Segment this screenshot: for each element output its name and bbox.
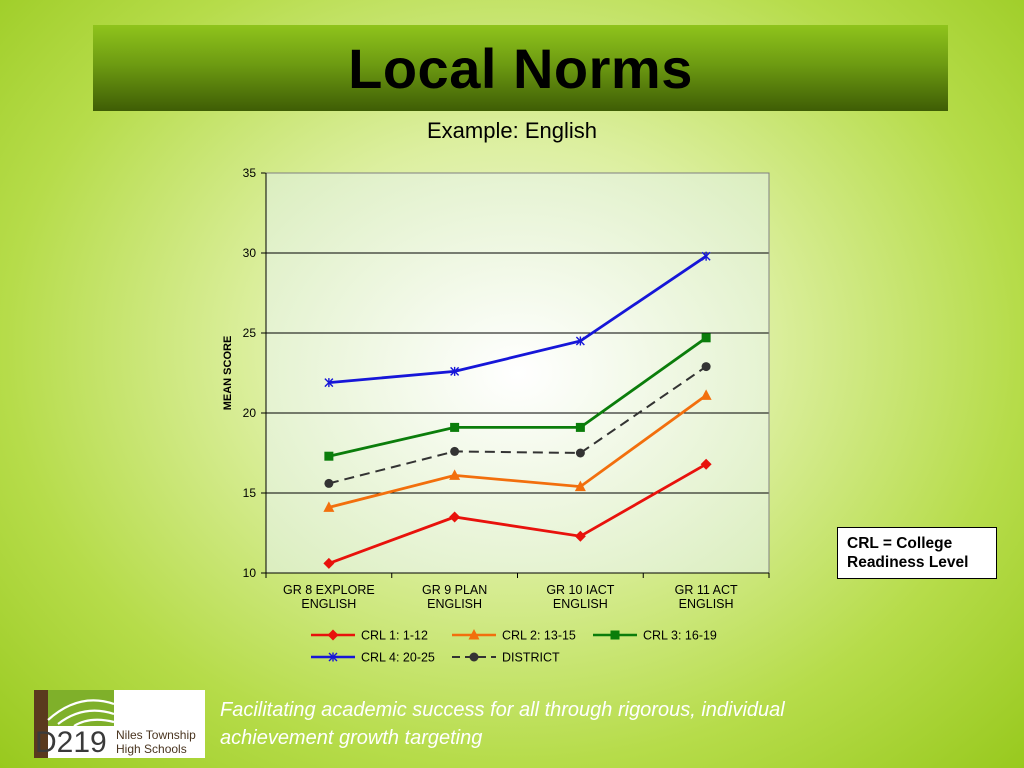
legend-label: DISTRICT (502, 651, 560, 665)
footer-tagline: Facilitating academic success for all th… (220, 696, 910, 752)
y-tick-label: 20 (243, 406, 257, 420)
data-point (328, 652, 338, 662)
data-point (574, 530, 586, 542)
page-title: Local Norms (348, 36, 693, 100)
district-logo: D219 Niles Township High Schools (34, 690, 205, 759)
y-axis-title: MEAN SCORE (222, 336, 234, 411)
y-tick-label: 15 (243, 486, 257, 500)
data-point (610, 630, 620, 640)
x-category-label: ENGLISH (679, 597, 734, 611)
data-point (575, 422, 585, 432)
series-line (328, 394, 707, 509)
data-point (323, 557, 335, 569)
crl-note-box: CRL = College Readiness Level (837, 527, 997, 579)
y-tick-label: 30 (243, 246, 257, 260)
logo-name-line1: Niles Township (116, 728, 196, 742)
logo-mark: D219 (35, 726, 107, 758)
chart-subtitle: Example: English (427, 118, 597, 143)
x-category-label: ENGLISH (301, 597, 356, 611)
x-category-label: ENGLISH (427, 597, 482, 611)
data-point (700, 458, 712, 470)
legend-label: CRL 2: 13-15 (502, 629, 576, 643)
data-point (701, 333, 711, 343)
data-point (701, 251, 711, 261)
data-point (324, 451, 334, 461)
x-category-label: GR 9 PLAN (422, 583, 487, 597)
x-category-label: GR 10 IACT (546, 583, 614, 597)
data-point (450, 366, 460, 376)
legend-entry: CRL 2: 13-15 (452, 629, 576, 643)
data-point (449, 511, 461, 523)
data-point (449, 469, 461, 480)
title-bar: Local Norms (93, 25, 948, 111)
footer-line2: achievement growth targeting (220, 727, 483, 749)
data-point (701, 362, 711, 372)
legend-entry: CRL 3: 16-19 (593, 629, 717, 643)
logo-arcs (47, 699, 115, 727)
data-point (469, 652, 479, 662)
series-crl-2-13-15 (323, 389, 712, 512)
data-point (575, 336, 585, 346)
x-category-label: GR 8 EXPLORE (283, 583, 375, 597)
data-point (327, 629, 339, 641)
data-point (468, 629, 480, 640)
series-line (328, 255, 707, 384)
legend-label: CRL 4: 20-25 (361, 651, 435, 665)
legend-label: CRL 3: 16-19 (643, 629, 717, 643)
logo-name-line2: High Schools (116, 742, 187, 756)
legend-label: CRL 1: 1-12 (361, 629, 428, 643)
legend-entry: DISTRICT (452, 651, 560, 665)
y-tick-label: 10 (243, 566, 257, 580)
data-point (450, 422, 460, 432)
crl-note-line2: Readiness Level (847, 554, 969, 571)
series-crl-3-16-19 (324, 333, 711, 461)
data-point (575, 448, 585, 458)
data-point (323, 501, 335, 512)
series-line (328, 462, 707, 565)
data-point (574, 480, 586, 492)
series-crl-4-20-25 (324, 251, 711, 388)
x-category-label: GR 11 ACT (675, 583, 738, 597)
legend-entry: CRL 4: 20-25 (311, 651, 435, 665)
footer-line1: Facilitating academic success for all th… (220, 699, 785, 721)
x-category-label: ENGLISH (553, 597, 608, 611)
legend-entry: CRL 1: 1-12 (311, 629, 428, 643)
data-point (324, 478, 334, 488)
data-point (324, 378, 334, 388)
y-tick-label: 35 (243, 166, 257, 180)
crl-note-line1: CRL = College (847, 535, 953, 552)
logo-brown-corner (34, 690, 48, 726)
y-tick-label: 25 (243, 326, 257, 340)
plot-area (266, 173, 769, 573)
data-point (700, 389, 712, 400)
series-line (328, 336, 707, 458)
series-district (324, 362, 711, 488)
series-crl-1-1-12 (323, 458, 712, 569)
series-line (328, 365, 707, 485)
data-point (450, 446, 460, 456)
